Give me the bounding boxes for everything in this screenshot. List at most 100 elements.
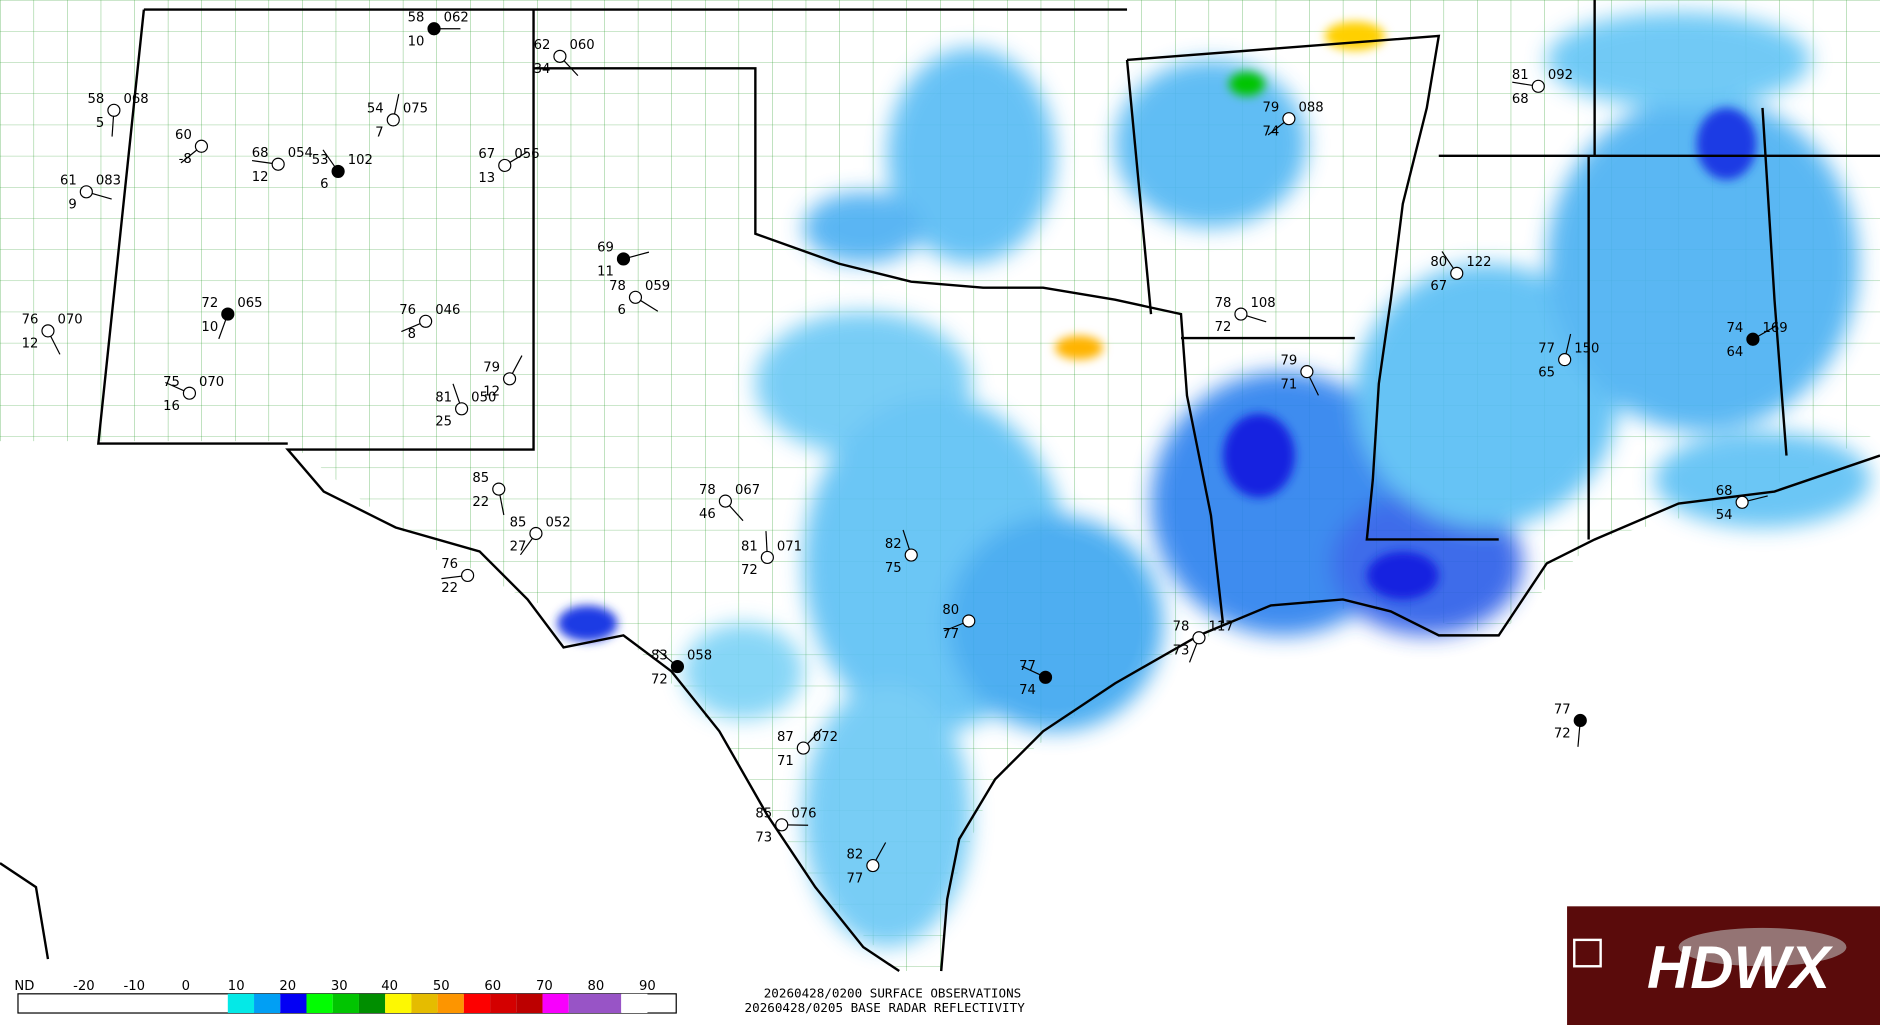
- temperature: 87: [777, 730, 794, 745]
- pressure: 046: [435, 303, 460, 318]
- legend-swatch: [306, 993, 333, 1014]
- legend-label: -10: [124, 979, 146, 994]
- pressure: 050: [471, 391, 496, 406]
- dewpoint: 34: [534, 62, 551, 77]
- station-circle: [962, 614, 976, 628]
- pressure: 062: [444, 11, 469, 26]
- pressure: 117: [1209, 620, 1234, 635]
- temperature: 53: [312, 153, 329, 168]
- station-circle: [1038, 670, 1053, 684]
- dewpoint: 11: [597, 265, 614, 280]
- pressure: 070: [199, 375, 224, 390]
- temperature: 81: [1512, 68, 1529, 83]
- temperature: 76: [22, 313, 39, 328]
- legend-swatch: [542, 993, 569, 1014]
- legend-swatch: [280, 993, 307, 1014]
- dewpoint: 68: [1512, 92, 1529, 107]
- station-circle: [1300, 365, 1314, 379]
- legend-swatch: [411, 993, 438, 1014]
- dewpoint: 73: [755, 831, 772, 846]
- dewpoint: 16: [163, 399, 180, 414]
- legend-swatch: [621, 993, 648, 1014]
- logo-emblem: [1573, 938, 1602, 968]
- pressure: 092: [1548, 68, 1573, 83]
- legend-label: 70: [536, 979, 553, 994]
- legend-label: -20: [73, 979, 95, 994]
- temperature: 74: [1727, 321, 1744, 336]
- dewpoint: -8: [179, 152, 192, 167]
- legend-label: 30: [331, 979, 348, 994]
- dewpoint: 22: [472, 495, 489, 510]
- legend-label: 50: [433, 979, 450, 994]
- station-circle: [221, 307, 235, 321]
- color-legend: ND -20 -10 0 10 20 30 40 50 60 70 80 90: [14, 979, 677, 1014]
- temperature: 80: [1430, 255, 1447, 270]
- station-circle: [718, 494, 732, 508]
- pressure: 065: [237, 296, 262, 311]
- legend-label: 0: [182, 979, 190, 994]
- legend-label: 80: [588, 979, 605, 994]
- temperature: 58: [408, 11, 425, 26]
- dewpoint: 22: [441, 581, 458, 596]
- dewpoint: 72: [741, 563, 758, 578]
- temperature: 78: [609, 279, 626, 294]
- temperature: 58: [88, 92, 105, 107]
- legend-swatch: [594, 993, 622, 1014]
- station-circle: [796, 741, 810, 755]
- temperature: 79: [483, 361, 500, 376]
- temperature: 69: [597, 241, 614, 256]
- station-circle: [194, 139, 209, 153]
- pressure: 072: [813, 730, 838, 745]
- temperature: 67: [478, 147, 495, 162]
- dewpoint: 64: [1727, 345, 1744, 360]
- temperature: 80: [942, 603, 959, 618]
- dewpoint: 25: [435, 415, 452, 430]
- temperature: 82: [885, 537, 902, 552]
- dewpoint: 74: [1263, 124, 1280, 139]
- dewpoint: 13: [478, 171, 495, 186]
- station-circle: [107, 103, 121, 117]
- legend-label: 10: [228, 979, 245, 994]
- dewpoint: 65: [1538, 365, 1555, 380]
- temperature: 77: [1019, 659, 1036, 674]
- station-circle: [182, 386, 197, 400]
- radar-cores: [557, 21, 1757, 642]
- station-circle: [775, 818, 789, 832]
- dewpoint: 77: [846, 871, 863, 886]
- temperature: 76: [441, 557, 458, 572]
- temperature: 75: [163, 375, 180, 390]
- temperature: 81: [741, 539, 758, 554]
- station-circle: [502, 372, 517, 386]
- temperature: 79: [1281, 353, 1298, 368]
- station-circle: [386, 113, 400, 127]
- pressure: 071: [777, 539, 802, 554]
- temperature: 72: [201, 296, 218, 311]
- pressure: 088: [1298, 100, 1323, 115]
- logo-background: [1567, 906, 1880, 1025]
- temperature: 78: [699, 483, 716, 498]
- pressure: 058: [687, 648, 712, 663]
- pressure: 083: [96, 174, 121, 189]
- temperature: 79: [1263, 100, 1280, 115]
- dewpoint: 71: [777, 754, 794, 769]
- dewpoint: 10: [408, 35, 425, 50]
- pressure: 059: [645, 279, 670, 294]
- temperature: 82: [846, 847, 863, 862]
- dewpoint: 6: [320, 177, 328, 192]
- station-circle: [1450, 266, 1464, 280]
- pressure: 054: [288, 146, 313, 161]
- station-circle: [670, 659, 685, 674]
- caption-line: 20260428/0200 SURFACE OBSERVATIONS: [764, 985, 1022, 1000]
- station-circle: [1558, 353, 1572, 367]
- temperature: 68: [1716, 484, 1733, 499]
- dewpoint: 12: [483, 385, 500, 400]
- legend-swatch: [332, 993, 359, 1014]
- legend-swatch: [568, 993, 595, 1014]
- dewpoint: 67: [1430, 279, 1447, 294]
- temperature: 76: [399, 303, 416, 318]
- dewpoint: 54: [1716, 508, 1733, 523]
- pressure: 056: [514, 147, 539, 162]
- state-borders: [0, 0, 1880, 973]
- station-circle: [553, 49, 567, 63]
